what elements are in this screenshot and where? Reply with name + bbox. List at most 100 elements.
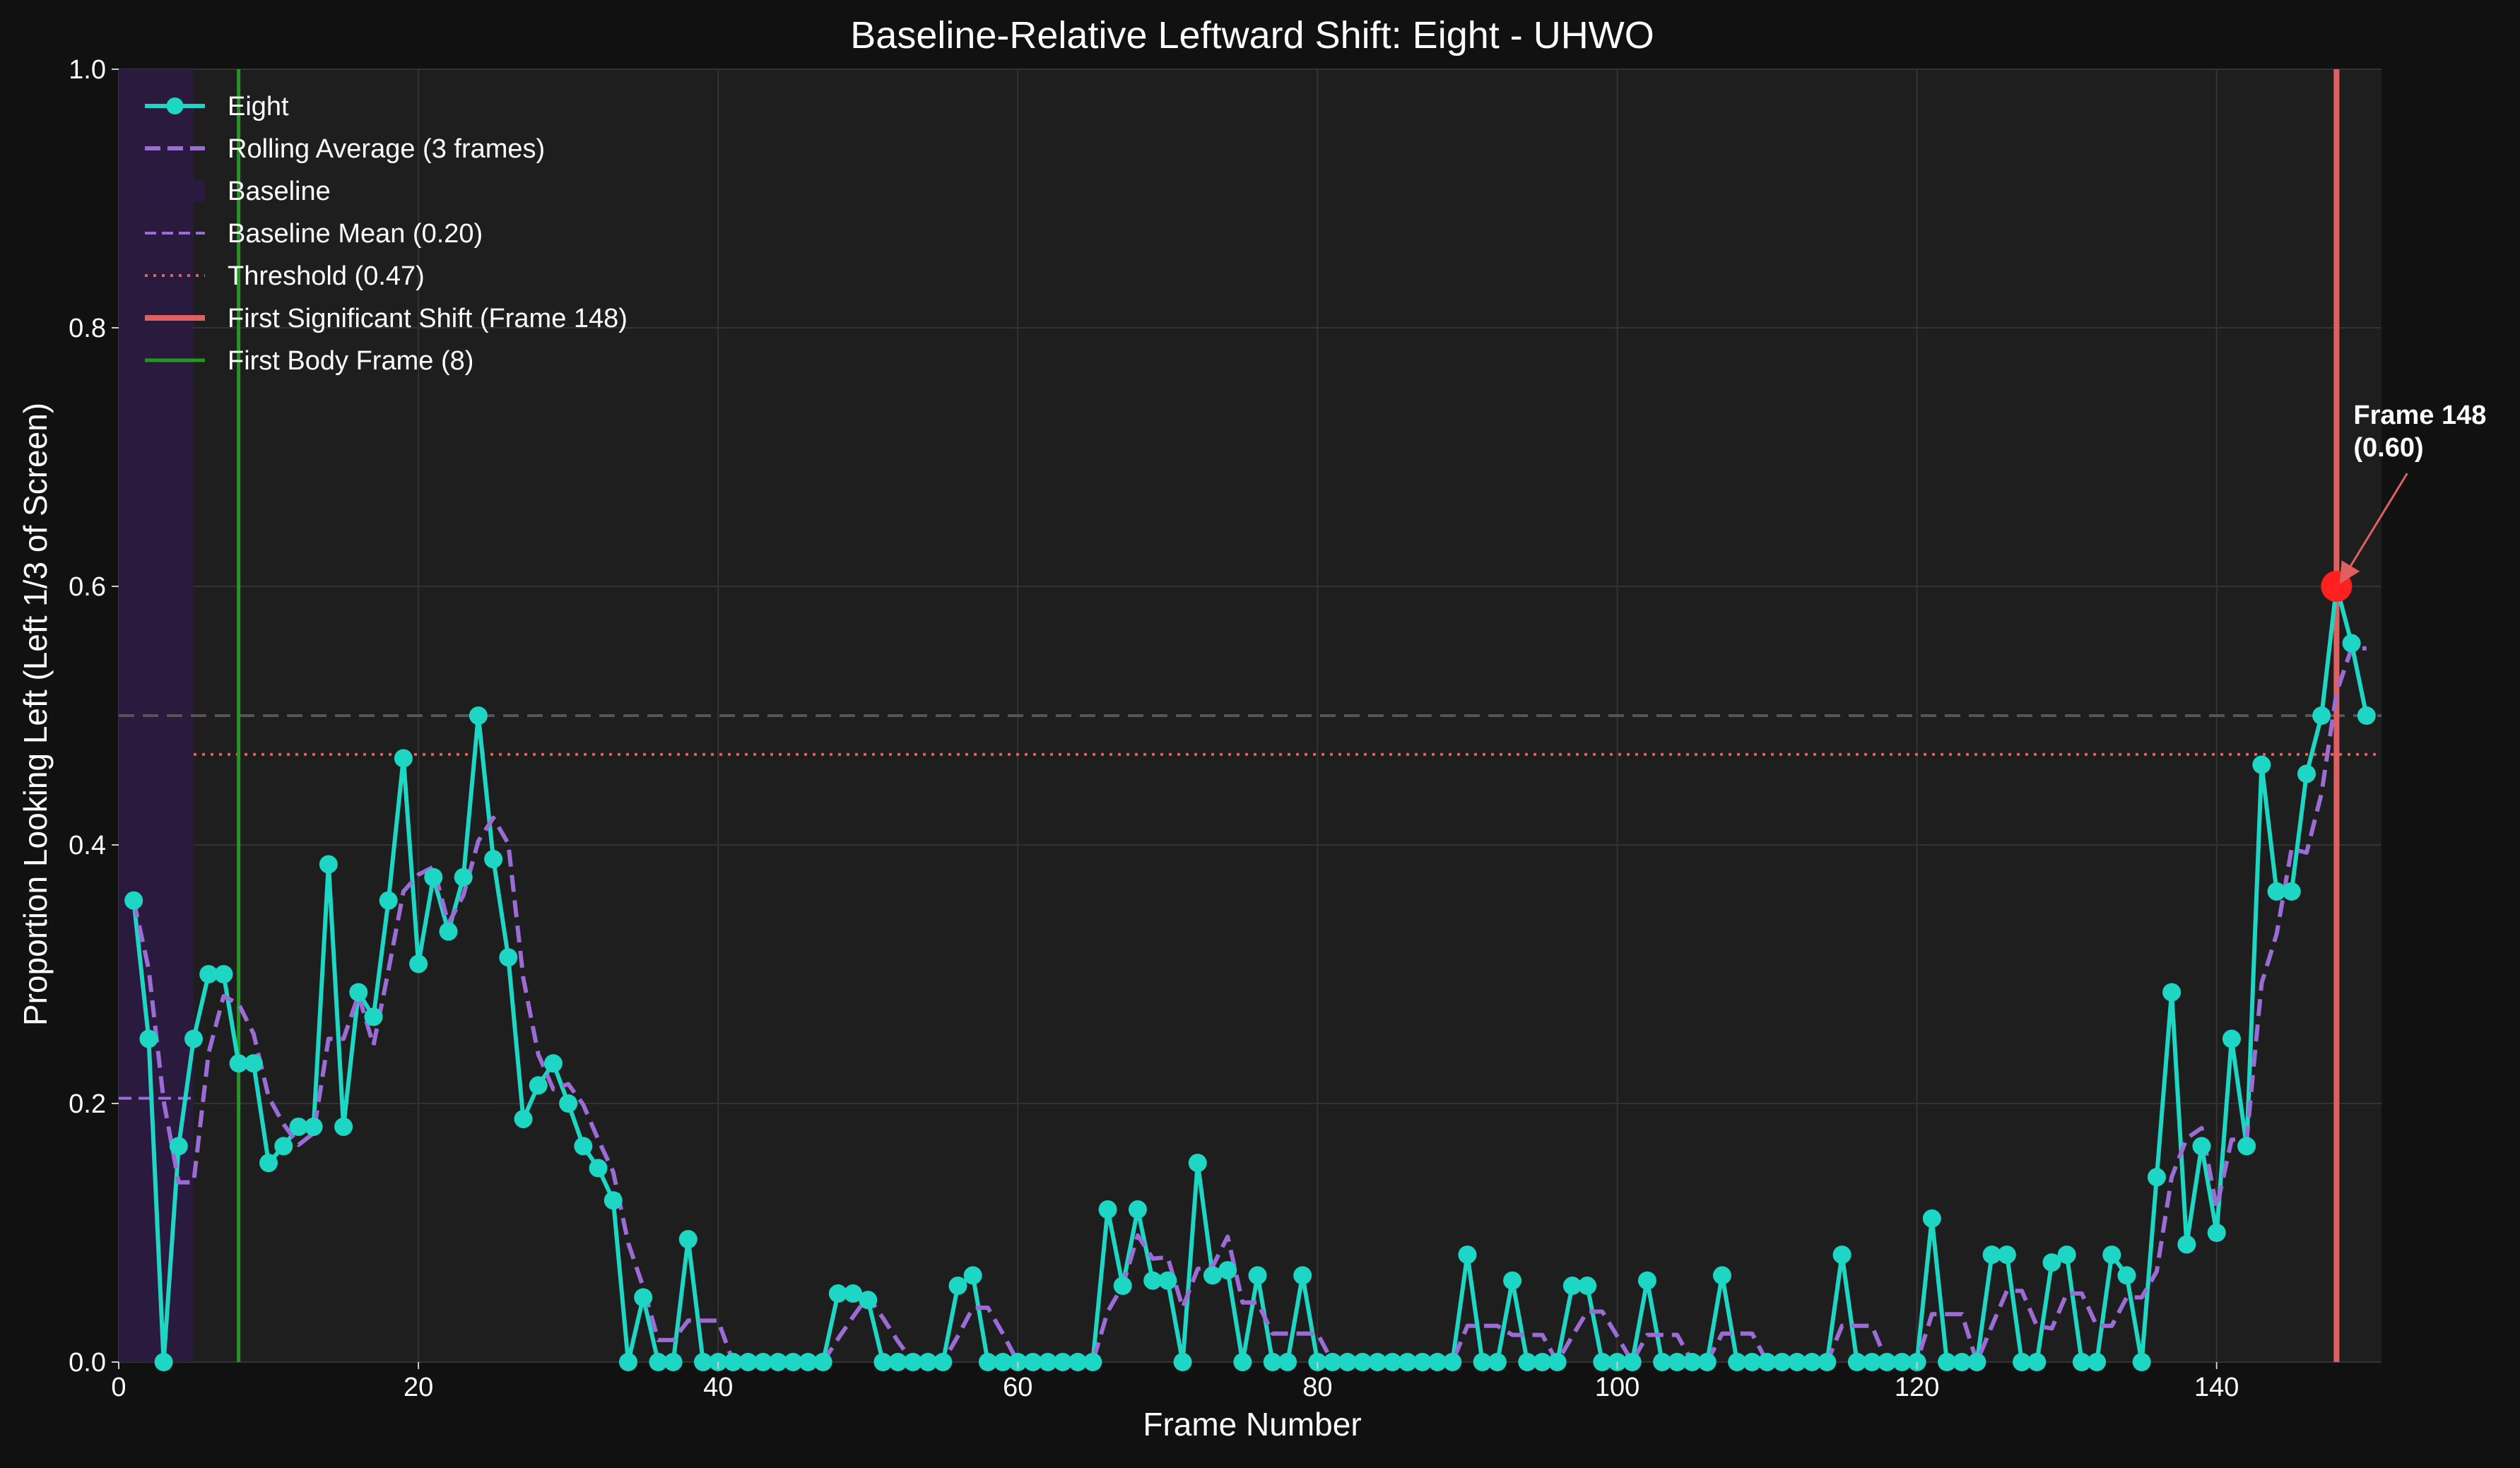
data-point — [978, 1353, 997, 1371]
data-point — [1697, 1353, 1717, 1371]
data-point — [424, 868, 443, 887]
data-point — [1787, 1353, 1806, 1371]
data-point — [1818, 1353, 1837, 1371]
x-tick-label-1: 20 — [404, 1373, 433, 1402]
data-point — [169, 1137, 188, 1156]
data-point — [1158, 1271, 1177, 1290]
data-point — [439, 922, 458, 941]
data-point — [514, 1109, 533, 1128]
data-point — [1443, 1353, 1462, 1371]
data-point — [2117, 1266, 2136, 1285]
data-point — [888, 1353, 907, 1371]
data-point — [2342, 634, 2361, 653]
legend-label-4: Threshold (0.47) — [228, 261, 425, 291]
x-tick-label-3: 60 — [1003, 1373, 1032, 1402]
data-point — [2222, 1029, 2241, 1048]
annotation-line-1: Frame 148 — [2353, 401, 2486, 430]
data-point — [1173, 1353, 1192, 1371]
data-point — [319, 855, 338, 874]
data-point — [1562, 1277, 1582, 1296]
data-point — [2147, 1168, 2166, 1187]
data-point — [1593, 1353, 1612, 1371]
data-point — [1772, 1353, 1791, 1371]
data-point — [1128, 1200, 1147, 1219]
data-point — [664, 1353, 683, 1371]
data-point — [799, 1353, 818, 1371]
data-point — [603, 1191, 623, 1210]
data-point — [1623, 1353, 1642, 1371]
data-point — [813, 1353, 832, 1371]
data-point — [1548, 1353, 1567, 1371]
data-point — [484, 850, 503, 869]
data-point — [379, 891, 398, 910]
data-point — [574, 1137, 593, 1156]
legend-label-6: First Body Frame (8) — [228, 346, 473, 376]
data-point — [1982, 1245, 2001, 1265]
data-point — [469, 706, 488, 725]
data-point — [454, 868, 473, 887]
y-tick-label-0: 0.0 — [69, 1348, 106, 1378]
data-point — [1653, 1353, 1672, 1371]
data-point — [1038, 1353, 1057, 1371]
data-point — [124, 891, 143, 910]
data-point — [2267, 882, 2286, 901]
data-point — [784, 1353, 803, 1371]
x-tick-label-6: 120 — [1895, 1373, 1939, 1402]
data-point — [1803, 1353, 1822, 1371]
data-point — [364, 1007, 383, 1026]
data-point — [2042, 1253, 2061, 1272]
data-point — [1233, 1353, 1252, 1371]
data-point — [1683, 1353, 1702, 1371]
y-tick-label-1: 0.2 — [69, 1089, 106, 1119]
data-point — [1143, 1271, 1162, 1290]
data-point — [289, 1117, 308, 1136]
shift-peak-marker — [2321, 571, 2353, 602]
data-point — [963, 1266, 982, 1285]
data-point — [2057, 1245, 2076, 1265]
data-point — [1892, 1353, 1912, 1371]
data-point — [1368, 1353, 1387, 1371]
data-point — [1398, 1353, 1417, 1371]
data-point — [649, 1353, 668, 1371]
data-point — [1997, 1245, 2016, 1265]
data-point — [1458, 1245, 1477, 1265]
data-point — [349, 983, 368, 1002]
data-point — [1248, 1266, 1267, 1285]
data-point — [859, 1291, 878, 1310]
x-axis-label: Frame Number — [1143, 1406, 1361, 1443]
data-point — [1533, 1353, 1552, 1371]
data-point — [1878, 1353, 1897, 1371]
legend-label-2: Baseline — [228, 177, 331, 206]
x-tick-label-4: 80 — [1302, 1373, 1332, 1402]
data-point — [1053, 1353, 1072, 1371]
data-point — [1473, 1353, 1492, 1371]
data-point — [2088, 1353, 2107, 1371]
data-point — [274, 1137, 293, 1156]
data-point — [678, 1230, 697, 1249]
data-point — [618, 1353, 637, 1371]
data-point — [1668, 1353, 1687, 1371]
data-point — [589, 1159, 608, 1178]
y-axis-label: Proportion Looking Left (Left 1/3 of Scr… — [17, 403, 54, 1026]
data-point — [1863, 1353, 1882, 1371]
data-point — [919, 1353, 938, 1371]
data-point — [1832, 1245, 1851, 1265]
data-point — [1023, 1353, 1042, 1371]
data-point — [1503, 1271, 1522, 1290]
data-point — [334, 1117, 353, 1136]
data-point — [229, 1054, 248, 1073]
y-tick-label-2: 0.4 — [69, 831, 106, 860]
data-point — [2162, 983, 2182, 1002]
data-point — [2013, 1353, 2032, 1371]
x-tick-label-7: 140 — [2194, 1373, 2239, 1402]
data-point — [559, 1094, 578, 1113]
data-point — [2357, 706, 2376, 725]
data-point — [1353, 1353, 1372, 1371]
x-tick-label-2: 40 — [703, 1373, 733, 1402]
data-point — [2027, 1353, 2047, 1371]
data-point — [1383, 1353, 1402, 1371]
plot-area: Frame 148 (0.60) 0 20 40 60 80 100 120 140 0.0 0.2 0… — [69, 55, 2486, 1402]
data-point — [1637, 1271, 1656, 1290]
data-point — [634, 1288, 653, 1307]
